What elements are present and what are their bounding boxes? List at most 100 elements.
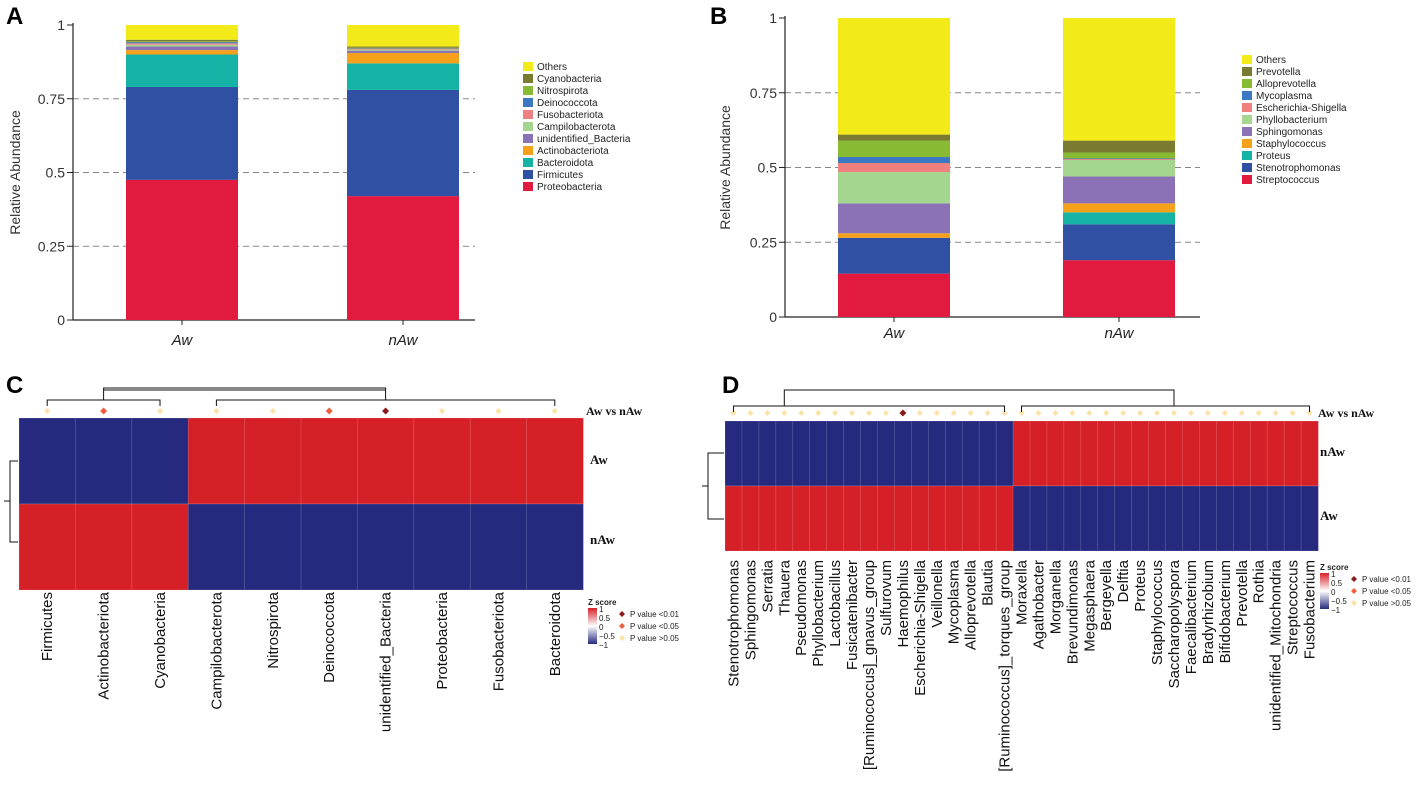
significance-marker (1154, 410, 1161, 416)
heatmap-cell (1165, 485, 1184, 552)
significance-marker (1238, 410, 1245, 416)
significance-marker (832, 410, 839, 416)
colorbar-tick: 0.5 (599, 614, 611, 623)
heatmap-cell (413, 417, 471, 505)
bar-segment-cyanobacteria (347, 46, 459, 48)
heatmap-cell (1182, 420, 1201, 487)
colorbar-tick: −1 (599, 641, 609, 650)
significance-marker (1137, 410, 1144, 416)
heatmap-cell (187, 417, 246, 505)
heatmap-cell (1148, 420, 1167, 487)
bar-segment-streptococcus (838, 273, 950, 317)
legend-swatch (1242, 175, 1252, 184)
dendrogram-branch (215, 399, 556, 406)
column-label: Fusicatenibacter (844, 560, 861, 670)
significance-marker (382, 407, 390, 415)
significance-marker (1204, 410, 1211, 416)
panel-label: B (710, 3, 727, 30)
heatmap-cell (1232, 420, 1251, 487)
bar-segment-proteobacteria (126, 179, 238, 320)
legend-swatch (523, 86, 533, 95)
heatmap-cell (1182, 485, 1201, 552)
legend-swatch (523, 74, 533, 83)
heatmap-cell (809, 420, 828, 487)
heatmap-cell (1046, 420, 1065, 487)
significance-marker (1069, 410, 1076, 416)
heatmap-cell (961, 420, 980, 487)
column-label: unidentified_Mitochondria (1268, 559, 1285, 731)
y-tick-label: 0.75 (38, 91, 65, 107)
significance-marker (1120, 410, 1127, 416)
bar-segment-sphingomonas (838, 203, 950, 234)
heatmap-cell (1283, 485, 1302, 552)
dendrogram-branch (103, 389, 387, 400)
dendrogram-branch (46, 399, 161, 406)
colorbar-tick: 0 (1331, 588, 1336, 597)
x-category-label: nAw (1105, 325, 1135, 342)
bar-segment-firmicutes (126, 86, 238, 180)
heatmap-cell (995, 420, 1014, 487)
pvalue-legend-label: P value <0.01 (1362, 575, 1412, 584)
column-label: Bergeyella (1098, 559, 1115, 631)
panel-label: A (6, 3, 23, 30)
colorbar-tick: 1 (1331, 570, 1336, 579)
heatmap-cell (75, 417, 133, 505)
pvalue-legend-marker (619, 623, 625, 629)
column-label: Serratia (759, 559, 776, 612)
heatmap-cell (526, 503, 584, 591)
bar-segment-unidentified-bacteria (126, 46, 238, 51)
bar-segment-actinobacteriota (126, 50, 238, 55)
legend-label: Phyllobacterium (1256, 115, 1327, 126)
dendrogram-branch (9, 460, 18, 543)
legend-label: Cyanobacteria (537, 74, 602, 85)
heatmap-cell (1216, 485, 1234, 552)
bar-segment-others (1063, 18, 1175, 141)
heatmap-cell (1063, 485, 1082, 552)
heatmap-cell (1249, 485, 1268, 552)
column-label: Firmicutes (39, 592, 56, 661)
significance-marker (1001, 410, 1008, 416)
bar-segment-proteus (1063, 212, 1175, 225)
x-category-label: Aw (883, 325, 906, 342)
heatmap-cell (792, 420, 811, 487)
significance-marker (269, 408, 276, 414)
comparison-label: Aw vs nAw (586, 404, 643, 418)
legend-label: Stenotrophomonas (1256, 163, 1341, 174)
heatmap-cell (860, 420, 879, 487)
dendrogram-branch (783, 389, 1175, 406)
column-label: Campilobacterota (208, 591, 225, 709)
column-label: Nitrospirota (265, 591, 282, 668)
significance-marker (1289, 410, 1296, 416)
bar-segment-campilobacterota (347, 49, 459, 51)
heatmap-cell (809, 485, 828, 552)
heatmap-cell (944, 485, 963, 552)
heatmap-cell (928, 485, 946, 552)
legend-label: Deinococcota (537, 98, 598, 109)
legend-label: Proteus (1256, 151, 1290, 162)
column-label: Moraxella (1014, 559, 1031, 625)
bar-segment-sphingomonas (1063, 176, 1175, 204)
colorbar (588, 608, 597, 644)
heatmap-cell (792, 485, 811, 552)
row-label: nAw (1320, 444, 1346, 459)
legend-swatch (1242, 115, 1252, 124)
heatmap-cell (1199, 420, 1218, 487)
bar-segment-phyllobacterium (838, 171, 950, 204)
heatmap-cell (894, 420, 913, 487)
column-label: Bifidobacterium (1217, 560, 1234, 663)
column-label: Megasphaera (1081, 559, 1098, 651)
bar-segment-nitrospirota (126, 41, 238, 43)
pvalue-legend-marker (1351, 588, 1357, 594)
heatmap-cell (526, 417, 584, 505)
heatmap-cell (300, 503, 359, 591)
bar-segment-mycoplasma (838, 157, 950, 164)
heatmap-cell (357, 417, 415, 505)
significance-marker (213, 408, 220, 414)
heatmap-cell (877, 420, 896, 487)
column-label: Veillonella (929, 559, 946, 627)
significance-marker (764, 410, 771, 416)
heatmap-cell (187, 503, 246, 591)
bar-segment-stenotrophomonas (1063, 224, 1175, 261)
bar-segment-firmicutes (347, 89, 459, 197)
